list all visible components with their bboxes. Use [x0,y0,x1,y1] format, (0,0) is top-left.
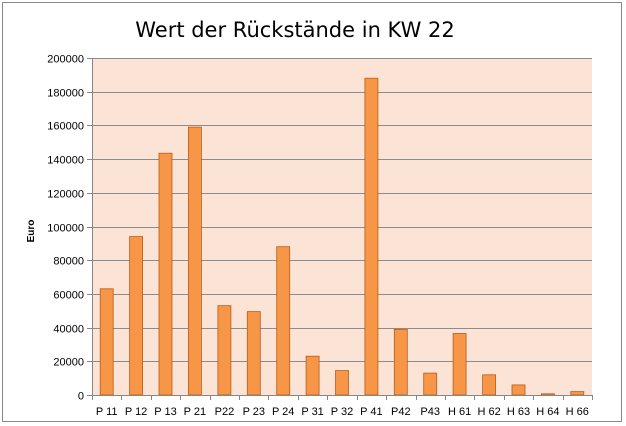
bar [99,288,114,396]
y-tick-label: 140000 [47,155,84,167]
bar [423,372,438,396]
bar-chart: Wert der Rückstände in KW 22 Euro 0 20000… [26,18,593,418]
bar [570,391,585,396]
chart-title: Wert der Rückstände in KW 22 [135,18,455,42]
x-tick-label: P43 [420,406,440,418]
y-axis-label: Euro [26,220,37,243]
y-tick-label: 40000 [53,324,84,336]
x-axis-ticks: P 11 P 12 P 13 P 21 P22 P 23 P 24 P 31 P 32 P 41 P… [92,395,593,418]
x-tick-label: H 63 [507,406,530,418]
y-tick-label: 20000 [53,357,84,369]
y-tick-label: 100000 [47,223,84,235]
bar [276,246,291,396]
bar [187,126,202,396]
bar [129,236,143,396]
x-tick-label: P 23 [243,406,265,418]
bar [335,370,349,396]
bar [217,305,232,396]
x-tick-label: H 61 [448,406,471,418]
x-tick-label: P 21 [184,406,206,418]
x-tick-label: P42 [391,406,411,418]
bar [511,384,526,396]
bar [364,77,379,396]
y-tick-label: 200000 [47,54,84,66]
x-tick-label: H 66 [566,406,589,418]
x-tick-label: P22 [215,406,235,418]
x-tick-label: P 11 [96,406,118,418]
y-tick-label: 120000 [47,189,84,201]
bar [305,355,320,396]
x-tick-label: P 13 [154,406,176,418]
x-tick-label: P 12 [125,406,147,418]
bar [393,328,408,396]
y-tick-label: 80000 [53,256,84,268]
y-tick-label: 180000 [47,88,84,100]
x-tick-label: H 64 [536,406,559,418]
x-tick-label: P 24 [272,406,294,418]
x-tick-label: P 31 [301,406,323,418]
y-tick-label: 60000 [53,290,84,302]
chart-frame: Wert der Rückstände in KW 22 Euro 0 20000… [2,2,622,422]
bar [246,311,261,396]
bar [541,393,555,396]
bar [158,152,173,396]
gridlines [92,58,592,362]
x-tick-label: P 41 [360,406,382,418]
bar [452,333,467,396]
bar [482,374,497,396]
y-tick-label: 0 [78,391,84,403]
x-tick-label: P 32 [331,406,353,418]
y-axis-ticks: 0 20000 40000 60000 80000 100000 120000 140000 1… [47,54,92,403]
y-tick-label: 160000 [47,121,84,133]
plot-area [92,58,592,395]
x-tick-label: H 62 [477,406,500,418]
